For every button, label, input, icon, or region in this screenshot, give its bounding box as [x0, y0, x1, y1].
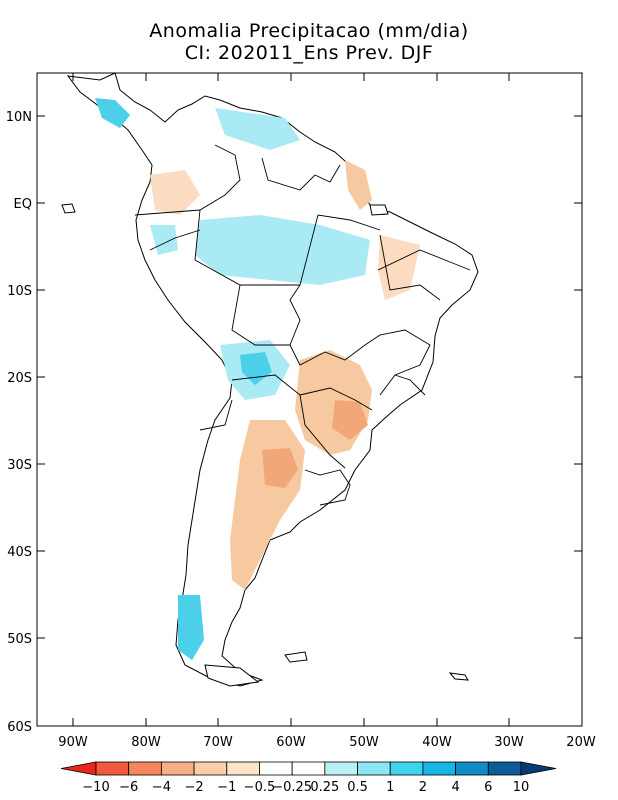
colorbar-label: 1 [386, 780, 394, 795]
dry-patch-strong-2 [332, 400, 368, 440]
colorbar-segment [422, 761, 457, 776]
lat-label-50s: 50S [7, 632, 32, 647]
colorbar-segment [455, 761, 489, 776]
lat-label-30s: 30S [7, 458, 32, 473]
map-frame [36, 72, 583, 727]
islands [61, 203, 469, 687]
colorbar-label: −0.5 [244, 780, 276, 795]
colorbar-label: −2 [184, 780, 203, 795]
lat-label-20s: 20S [7, 371, 32, 386]
wet-patch-bolivia-strong [240, 352, 272, 385]
colorbar-label: 0.5 [347, 780, 368, 795]
lat-label-40s: 40S [7, 545, 32, 560]
colorbar-segment [128, 761, 162, 776]
chart-title-line1: Anomalia Precipitacao (mm/dia) [149, 20, 469, 42]
lat-label-10n: 10N [6, 110, 32, 125]
marajo-island [369, 204, 389, 216]
lon-label-70w: 70W [203, 735, 233, 750]
dry-patch-northeast [345, 160, 372, 210]
colorbar-segment [324, 761, 358, 776]
galapagos [61, 203, 76, 214]
country-borders [134, 144, 471, 506]
lon-label-20w: 20W [566, 735, 596, 750]
colorbar-label: 10 [513, 780, 530, 795]
lon-label-80w: 80W [131, 735, 161, 750]
colorbar-arrow-low [60, 761, 97, 776]
colorbar-arrow-high [520, 761, 557, 776]
wet-patch-north-coast [215, 108, 300, 150]
lon-label-50w: 50W [349, 735, 379, 750]
colorbar-label: −1 [217, 780, 236, 795]
chart-title-line2: CI: 202011_Ens Prev. DJF [184, 42, 434, 64]
lon-label-40w: 40W [422, 735, 452, 750]
map-area [61, 73, 479, 687]
colorbar-label: 0.25 [310, 780, 339, 795]
wet-patch-caribbean [95, 98, 130, 128]
colorbar-label: 2 [419, 780, 427, 795]
colorbar-label: 4 [451, 780, 459, 795]
tierra-del-fuego [204, 664, 260, 687]
longitude-axis [72, 73, 510, 726]
colorbar-segment [291, 761, 326, 776]
south-georgia [448, 672, 469, 681]
lat-label-eq: EQ [14, 197, 32, 212]
colorbar-label: −4 [152, 780, 171, 795]
colorbar-label: −10 [82, 780, 109, 795]
wet-patch-amazon [195, 215, 370, 285]
latitude-labels: 10N EQ 10S 20S 30S 40S 50S 60S [6, 110, 32, 735]
wet-patch-chile-south [178, 595, 204, 660]
longitude-labels: 90W 80W 70W 60W 50W 40W 30W 20W [58, 735, 596, 750]
dry-patch-strong [262, 448, 298, 488]
wet-anomaly-areas [95, 98, 370, 660]
wet-patch-ecuador [150, 225, 178, 255]
colorbar-segment [487, 761, 522, 776]
lon-label-30w: 30W [494, 735, 524, 750]
colorbar-segment [259, 761, 293, 776]
colorbar-labels: −10 −6 −4 −2 −1 −0.5−0.250.25 0.5 1 2 4 6 10 [82, 780, 529, 795]
colorbar-label: −0.25 [272, 780, 312, 795]
latitude-axis [37, 115, 582, 639]
lon-label-90w: 90W [58, 735, 88, 750]
colorbar-segment [160, 761, 195, 776]
dry-patch-colombia [150, 170, 200, 215]
lon-label-60w: 60W [276, 735, 306, 750]
colorbar [60, 761, 557, 776]
lat-label-60s: 60S [7, 720, 32, 735]
colorbar-segment [193, 761, 228, 776]
colorbar-segment [226, 761, 260, 776]
colorbar-segment [357, 761, 391, 776]
dry-anomaly-areas [150, 160, 420, 590]
colorbar-label: −6 [119, 780, 138, 795]
colorbar-label: 6 [484, 780, 492, 795]
colorbar-segment [95, 761, 130, 776]
colorbar-segment [389, 761, 424, 776]
falkland-islands [284, 651, 308, 663]
lat-label-10s: 10S [7, 284, 32, 299]
